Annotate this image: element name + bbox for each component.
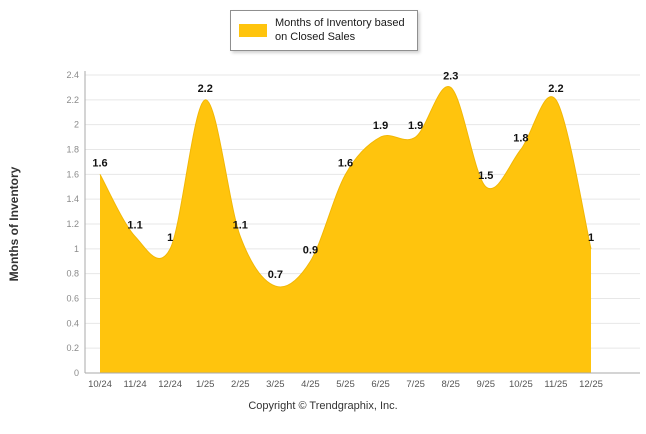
x-tick-label: 7/25 bbox=[406, 379, 425, 390]
x-tick-label: 1/25 bbox=[196, 379, 215, 390]
point-label: 2.2 bbox=[548, 83, 563, 95]
y-tick-label: 0.4 bbox=[66, 318, 79, 328]
y-tick-label: 0 bbox=[74, 368, 79, 378]
y-tick-label: 1 bbox=[74, 244, 79, 254]
y-tick-label: 1.8 bbox=[66, 145, 79, 155]
x-tick-label: 6/25 bbox=[371, 379, 390, 390]
point-label: 1.9 bbox=[373, 120, 388, 132]
y-tick-label: 2.4 bbox=[66, 70, 79, 80]
point-label: 1.1 bbox=[127, 219, 142, 231]
y-tick-label: 2 bbox=[74, 120, 79, 130]
x-tick-label: 3/25 bbox=[266, 379, 285, 390]
point-label: 2.2 bbox=[198, 83, 213, 95]
y-tick-label: 0.2 bbox=[66, 343, 79, 353]
copyright-text: Copyright © Trendgraphix, Inc. bbox=[248, 400, 398, 412]
y-tick-label: 1.4 bbox=[66, 194, 79, 204]
point-label: 2.3 bbox=[443, 70, 458, 82]
legend-label-line2: on Closed Sales bbox=[275, 31, 356, 44]
x-tick-label: 10/24 bbox=[88, 379, 112, 390]
point-label: 0.7 bbox=[268, 269, 283, 281]
point-label: 1.9 bbox=[408, 120, 423, 132]
point-label: 1.6 bbox=[92, 157, 107, 169]
x-tick-label: 11/24 bbox=[124, 379, 147, 390]
series-line bbox=[99, 86, 592, 288]
x-tick-label: 12/24 bbox=[158, 379, 182, 390]
x-tick-label: 11/25 bbox=[544, 379, 567, 390]
x-tick-label: 10/25 bbox=[509, 379, 533, 390]
legend-label: Months of Inventory based on Closed Sale… bbox=[275, 16, 405, 45]
x-tick-label: 12/25 bbox=[579, 379, 603, 390]
point-label: 1 bbox=[167, 232, 173, 244]
x-tick-label: 9/25 bbox=[477, 379, 496, 390]
y-tick-label: 0.8 bbox=[66, 269, 79, 279]
legend: Months of Inventory based on Closed Sale… bbox=[230, 10, 418, 51]
point-label: 1.8 bbox=[513, 133, 528, 145]
x-tick-label: 5/25 bbox=[336, 379, 355, 390]
x-tick-label: 8/25 bbox=[441, 379, 460, 390]
point-label: 1.6 bbox=[338, 157, 353, 169]
legend-label-line1: Months of Inventory based bbox=[275, 17, 405, 29]
y-tick-label: 1.2 bbox=[66, 219, 79, 229]
y-tick-label: 1.6 bbox=[66, 169, 79, 179]
point-label: 1 bbox=[588, 232, 594, 244]
y-axis-title: Months of Inventory bbox=[7, 166, 21, 282]
point-label: 0.9 bbox=[303, 244, 318, 256]
area-series bbox=[100, 86, 591, 374]
y-tick-label: 0.6 bbox=[66, 294, 79, 304]
legend-swatch bbox=[239, 23, 267, 37]
x-tick-label: 2/25 bbox=[231, 379, 250, 390]
point-label: 1.1 bbox=[233, 219, 248, 231]
y-tick-label: 2.2 bbox=[66, 95, 79, 105]
point-label: 1.5 bbox=[478, 170, 493, 182]
x-tick-label: 4/25 bbox=[301, 379, 320, 390]
